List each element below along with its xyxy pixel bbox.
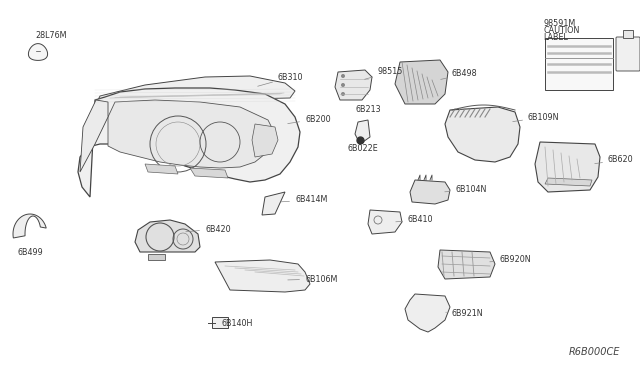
Text: 6B414M: 6B414M [281, 196, 328, 205]
Polygon shape [135, 220, 200, 252]
Polygon shape [395, 60, 448, 104]
Text: 6B104N: 6B104N [445, 186, 486, 195]
Polygon shape [28, 44, 47, 60]
Text: 98515: 98515 [365, 67, 403, 79]
Polygon shape [335, 70, 372, 100]
Polygon shape [98, 76, 295, 102]
Circle shape [341, 83, 345, 87]
Text: 6B620: 6B620 [595, 155, 634, 164]
Text: LABEL: LABEL [543, 33, 568, 42]
Text: 6B022E: 6B022E [348, 144, 379, 153]
Polygon shape [78, 88, 300, 197]
Polygon shape [252, 124, 278, 157]
Text: 6B921N: 6B921N [446, 310, 484, 318]
Polygon shape [405, 294, 450, 332]
Circle shape [341, 74, 345, 78]
Text: 6B498: 6B498 [441, 70, 477, 79]
Polygon shape [535, 142, 600, 192]
Text: 6B213: 6B213 [355, 105, 381, 114]
Text: 6B920N: 6B920N [490, 256, 532, 264]
Text: R6B000CE: R6B000CE [568, 347, 620, 357]
FancyBboxPatch shape [616, 37, 640, 71]
Text: 6B106M: 6B106M [288, 275, 337, 283]
Polygon shape [145, 164, 178, 174]
Text: 6B200: 6B200 [288, 115, 331, 124]
Text: 98591M: 98591M [543, 19, 575, 28]
Text: 28L76M: 28L76M [35, 31, 67, 40]
FancyBboxPatch shape [623, 30, 633, 38]
Text: 6B109N: 6B109N [513, 112, 559, 122]
FancyBboxPatch shape [212, 317, 228, 328]
Polygon shape [545, 178, 592, 186]
FancyBboxPatch shape [545, 38, 613, 90]
Polygon shape [438, 250, 495, 279]
Polygon shape [190, 168, 228, 178]
Text: 6B499: 6B499 [18, 248, 44, 257]
Circle shape [341, 92, 345, 96]
Polygon shape [262, 192, 285, 215]
Polygon shape [355, 120, 370, 144]
Text: 6B310: 6B310 [258, 73, 303, 86]
Text: 6B140H: 6B140H [222, 320, 253, 328]
Polygon shape [410, 180, 450, 204]
Polygon shape [445, 107, 520, 162]
Polygon shape [368, 210, 402, 234]
Polygon shape [148, 254, 165, 260]
Text: 6B420: 6B420 [186, 224, 230, 234]
Polygon shape [80, 100, 108, 172]
Text: CAUTION: CAUTION [543, 26, 579, 35]
Polygon shape [13, 214, 46, 238]
Polygon shape [108, 100, 275, 168]
Text: 6B410: 6B410 [396, 215, 433, 224]
Polygon shape [215, 260, 310, 292]
